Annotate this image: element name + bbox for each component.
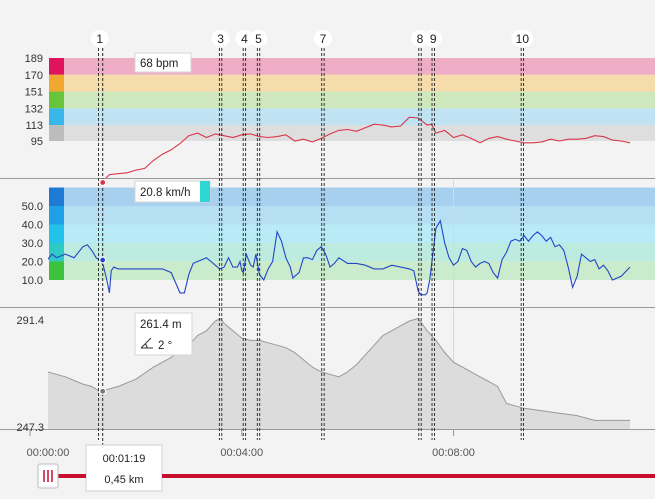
speed-zone-band	[64, 206, 655, 225]
lap-marker-badge[interactable]	[235, 30, 254, 47]
elevation-tick-label: 291.4	[16, 315, 44, 327]
elevation-tick-label: 247.3	[16, 422, 44, 434]
lap-marker-badge[interactable]	[424, 30, 443, 47]
hr-zone-key	[49, 108, 64, 126]
speed-tick-label: 40.0	[22, 220, 43, 232]
speed-zone-key	[49, 206, 64, 225]
hr-tick-label: 132	[25, 103, 43, 115]
hr-zone-key	[49, 58, 64, 75]
x-tick-label: 00:00:00	[27, 447, 70, 459]
hr-zone-band	[64, 91, 655, 109]
hr-tooltip-value: 68 bpm	[140, 58, 178, 70]
lap-marker-label[interactable]: 10	[516, 32, 530, 46]
lap-marker-badge[interactable]	[249, 30, 268, 47]
hr-zone-band	[64, 58, 655, 75]
speed-tick-label: 10.0	[22, 275, 43, 287]
x-tick-label: 00:04:00	[220, 447, 263, 459]
speed-zone-band	[64, 187, 655, 206]
hr-zone-key	[49, 125, 64, 141]
hr-tick-label: 189	[25, 53, 43, 65]
hr-cursor-dot	[99, 178, 107, 187]
speed-tick-label: 30.0	[22, 238, 43, 250]
slope-tooltip-value: 2 °	[158, 340, 172, 352]
lap-marker-label[interactable]: 1	[96, 32, 103, 46]
lap-marker-label[interactable]: 7	[320, 32, 327, 46]
speed-tick-label: 20.0	[22, 257, 43, 269]
scrubber-track-right[interactable]	[162, 474, 655, 478]
hr-series-line	[105, 116, 631, 178]
hr-tick-label: 95	[31, 136, 43, 148]
elevation-area	[48, 318, 630, 429]
hr-zone-key	[49, 91, 64, 109]
speed-tick-label: 50.0	[22, 201, 43, 213]
hr-zone-band	[64, 74, 655, 92]
lap-marker-badge[interactable]	[90, 30, 109, 47]
speed-tooltip-value: 20.8 km/h	[140, 187, 191, 199]
scrubber-track-left[interactable]	[58, 474, 86, 478]
hr-tick-label: 170	[25, 70, 43, 82]
speed-zone-band	[64, 261, 655, 280]
hr-zone-key	[49, 74, 64, 92]
elevation-tooltip-value: 261.4 m	[140, 319, 182, 331]
lap-marker-label[interactable]: 8	[417, 32, 424, 46]
cursor-time: 00:01:19	[103, 453, 146, 465]
lap-marker-label[interactable]: 5	[255, 32, 262, 46]
speed-zone-key	[49, 224, 64, 243]
speed-zone-band	[64, 243, 655, 262]
speed-zone-band	[64, 224, 655, 243]
speed-zone-key	[49, 187, 64, 206]
timeline-scrubber[interactable]	[37, 463, 655, 489]
speed-zone-key	[49, 243, 64, 262]
hr-tooltip: 68 bpm	[134, 52, 192, 73]
elevation-cursor-dot	[99, 387, 107, 395]
speed-cursor-dot	[99, 256, 107, 264]
elevation-line	[48, 317, 630, 421]
hr-tick-label: 151	[25, 87, 43, 99]
speed-tooltip: 20.8 km/h	[134, 180, 211, 203]
hr-zone-band	[64, 108, 655, 126]
lap-marker-badge[interactable]	[410, 30, 429, 47]
lap-marker-label[interactable]: 3	[217, 32, 224, 46]
cursor-time-card: 00:01:19 0,45 km	[85, 444, 163, 492]
cursor-distance: 0,45 km	[104, 474, 143, 486]
lap-marker-label[interactable]: 9	[430, 32, 437, 46]
x-tick-label: 00:08:00	[432, 447, 475, 459]
hr-tick-label: 113	[25, 120, 43, 132]
lap-marker-badge[interactable]	[511, 30, 534, 47]
hr-zone-band	[64, 125, 655, 141]
speed-zone-key	[49, 261, 64, 280]
lap-marker-label[interactable]: 4	[241, 32, 248, 46]
speed-series-line	[48, 219, 631, 296]
lap-marker-badge[interactable]	[313, 30, 332, 47]
lap-marker-badge[interactable]	[211, 30, 230, 47]
elevation-tooltip: 261.4 m 2 °	[134, 312, 193, 356]
drag-handle-icon[interactable]	[37, 463, 59, 489]
slope-angle-icon	[140, 337, 153, 349]
